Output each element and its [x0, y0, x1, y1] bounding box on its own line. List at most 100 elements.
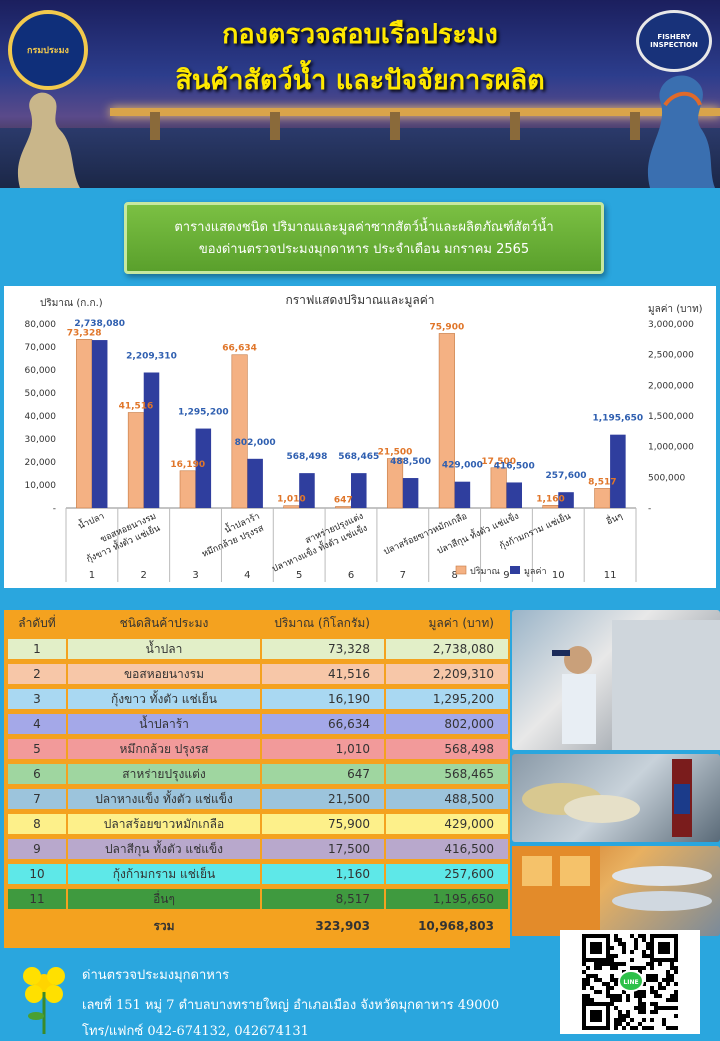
boxes-photo: [512, 846, 720, 936]
table-cell-bg: [262, 739, 384, 759]
qr-module: [606, 994, 610, 998]
fish-photo: [512, 754, 720, 842]
category-name-label: ปลาหางแข็ง ทั้งตัว แช่แข็ง: [270, 521, 370, 575]
report-subtitle-line2: ของด่านตรวจประมงมุกดาหาร ประจำเดือน มกรา…: [198, 242, 530, 257]
qr-module: [646, 1026, 650, 1030]
qr-module: [590, 986, 594, 990]
legend-swatch-value: [510, 566, 520, 574]
qr-module: [642, 1026, 646, 1030]
qr-module: [646, 974, 650, 978]
y-tick-left: 80,000: [25, 320, 57, 330]
table-cell-bg: [68, 789, 260, 809]
table-cell-bg: [386, 739, 508, 759]
qr-module: [642, 938, 646, 942]
data-label-quantity: 1,160: [536, 494, 564, 504]
cell-name: สาหร่ายปรุงแต่ง: [122, 767, 206, 781]
qr-module: [614, 954, 618, 958]
table-cell-bg: [262, 714, 384, 734]
category-name-label: ปลาสร้อยขาวหมักเกลือ: [382, 511, 469, 558]
qr-module: [626, 1022, 630, 1026]
qr-module: [610, 974, 614, 978]
qr-module: [630, 950, 634, 954]
table-cell-bg: [262, 689, 384, 709]
qr-module: [666, 978, 670, 982]
qr-module: [626, 998, 630, 1002]
line-qr-code[interactable]: LINE: [560, 930, 700, 1034]
bar-quantity: [335, 506, 352, 509]
qr-module: [630, 1018, 634, 1022]
qr-module: [634, 990, 638, 994]
table-cell-bg: [8, 864, 66, 884]
qr-module: [622, 1018, 626, 1022]
bar-value: [143, 372, 160, 508]
bridge-pillar: [270, 112, 280, 140]
data-label-value: 1,195,650: [593, 414, 644, 424]
qr-module: [670, 978, 674, 982]
cell-name: อื่นๆ: [153, 892, 175, 906]
data-label-quantity: 647: [334, 496, 353, 506]
data-label-value: 2,738,080: [74, 319, 125, 329]
x-tick-label: 7: [400, 570, 406, 581]
qr-module: [658, 994, 662, 998]
legend-label-quantity: ปริมาณ: [470, 566, 500, 577]
qr-module: [650, 974, 654, 978]
inspection-photo: [512, 610, 720, 750]
table-cell-bg: [262, 789, 384, 809]
qr-module: [650, 990, 654, 994]
qr-module: [618, 994, 622, 998]
header-qty: ปริมาณ (กิโลกรัม): [274, 616, 370, 630]
qr-module: [582, 994, 586, 998]
total-empty: [8, 915, 66, 937]
cell-no: 6: [33, 767, 41, 781]
category-name-label: อื่นๆ: [604, 509, 624, 528]
qr-module: [634, 994, 638, 998]
data-label-value: 416,500: [494, 461, 535, 471]
data-label-quantity: 17,500: [481, 457, 516, 467]
cell-no: 10: [29, 867, 45, 881]
y-tick-left: 40,000: [25, 412, 57, 422]
table-cell-bg: [68, 689, 260, 709]
qr-module: [646, 978, 650, 982]
table-cell-bg: [8, 764, 66, 784]
qr-module: [614, 1022, 618, 1026]
category-name-label: ปลาสีกุน ทั้งตัว แช่แข็ง: [434, 509, 520, 557]
qr-module: [614, 962, 618, 966]
table-cell-bg: [262, 864, 384, 884]
cell-name: กุ้งก้ามกราม แช่เย็น: [112, 867, 216, 881]
table-row: 2 ขอสหอยนางรม 41,516 2,209,310: [4, 663, 510, 685]
qr-module: [630, 1026, 634, 1030]
qr-module: [674, 1026, 678, 1030]
qr-module: [630, 966, 634, 970]
cell-value: 802,000: [444, 717, 494, 731]
cell-value: 568,498: [444, 742, 494, 756]
qr-module: [642, 982, 646, 986]
qr-module: [610, 962, 614, 966]
qr-module: [642, 950, 646, 954]
bridge-pillar: [150, 112, 160, 140]
cell-no: 3: [33, 692, 41, 706]
cell-qty: 8,517: [335, 892, 370, 906]
table-row: 1 น้ำปลา 73,328 2,738,080: [4, 638, 510, 660]
qr-module: [618, 938, 622, 942]
cell-no: 11: [29, 892, 45, 906]
qr-module: [662, 1006, 666, 1010]
qr-module: [658, 986, 662, 990]
data-label-quantity: 73,328: [67, 328, 102, 338]
bar-quantity: [490, 467, 507, 509]
qr-module: [582, 998, 586, 1002]
bar-quantity: [542, 505, 559, 509]
data-label-value: 568,465: [338, 452, 379, 462]
table-cell-bg: [386, 814, 508, 834]
page-title: กองตรวจสอบเรือประมง: [222, 19, 498, 50]
qr-module: [618, 962, 622, 966]
qr-module: [666, 974, 670, 978]
table-row: 5 หมึกกล้วย ปรุงรส 1,010 568,498: [4, 738, 510, 760]
qr-module: [646, 962, 650, 966]
table-cell-bg: [386, 714, 508, 734]
cell-value: 568,465: [444, 767, 494, 781]
table-row: รวม 323,903 10,968,803: [4, 915, 510, 937]
qr-module: [594, 974, 598, 978]
qr-module: [654, 1010, 658, 1014]
table-cell-bg: [68, 639, 260, 659]
cell-qty: 1,160: [335, 867, 370, 881]
